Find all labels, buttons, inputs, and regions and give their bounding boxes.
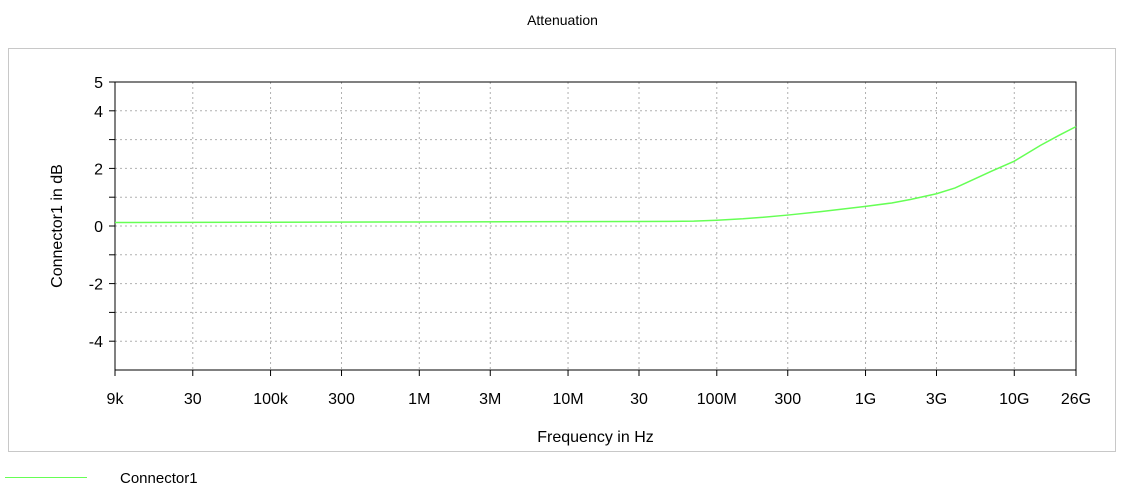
y-axis-label: Connector1 in dB [49,164,66,288]
chart-title: Attenuation [527,12,598,28]
x-tick-label: 300 [328,391,355,408]
x-tick-label: 30 [184,391,202,408]
tick-label-layer: 9k 30 100k 300 1M 3M 10M 30 100M 300 1G 3G 10G 26G 5 4 2… [89,75,1091,408]
series-line-connector1 [114,125,1077,224]
chart-svg: 9k 30 100k 300 1M 3M 10M 30 100M 300 1G 3G 10G 26G 5 4 2… [49,75,1091,446]
tick-layer [109,81,1077,376]
x-tick-label: 1G [855,391,876,408]
x-tick-label: 26G [1061,391,1091,408]
x-tick-label: 100M [697,391,737,408]
y-tick-label: 2 [94,161,103,178]
y-tick-label: -4 [89,334,103,351]
x-tick-label: 3G [926,391,947,408]
x-tick-label: 3M [479,391,501,408]
grid-layer [115,82,1076,370]
x-axis-label: Frequency in Hz [537,429,654,446]
legend-label: Connector1 [120,470,198,487]
x-tick-label: 10M [552,391,583,408]
x-tick-label: 10G [999,391,1029,408]
x-tick-label: 1M [408,391,430,408]
x-tick-label: 9k [107,391,125,408]
x-tick-label: 300 [774,391,801,408]
y-tick-label: 5 [94,75,103,92]
y-tick-label: 0 [94,219,103,236]
legend-swatch [5,477,87,478]
x-tick-label: 100k [253,391,289,408]
plot-frame [8,48,1116,452]
y-tick-label: 4 [94,104,103,121]
y-tick-label: -2 [89,277,103,294]
x-tick-label: 30 [630,391,648,408]
